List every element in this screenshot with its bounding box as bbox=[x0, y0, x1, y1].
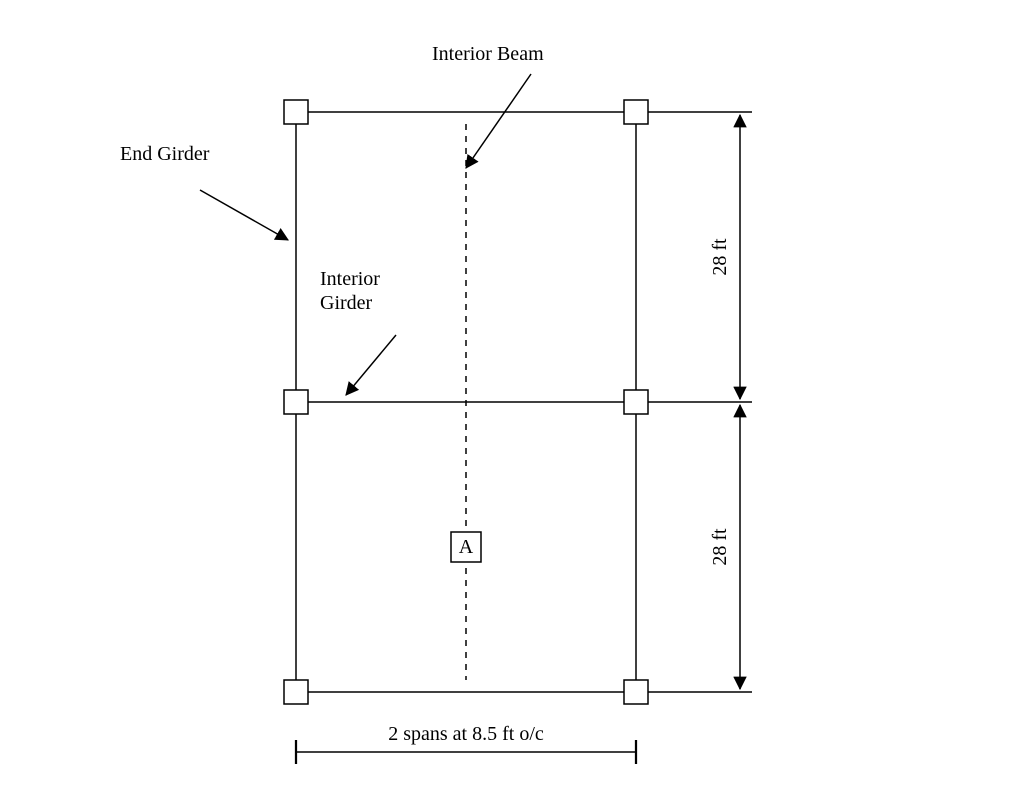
interior-girder-label-line2: Girder bbox=[320, 292, 373, 314]
detail-box-a: A bbox=[451, 532, 481, 562]
callout-end-girder: End Girder bbox=[120, 143, 288, 240]
column bbox=[284, 390, 308, 414]
column bbox=[624, 100, 648, 124]
dimension-bottom: 2 spans at 8.5 ft o/c bbox=[296, 723, 636, 752]
column bbox=[624, 680, 648, 704]
detail-box-label: A bbox=[459, 536, 474, 558]
structural-plan-diagram: A Interior Beam End Girder Interior Gird… bbox=[0, 0, 1024, 811]
dimension-bottom-label: 2 spans at 8.5 ft o/c bbox=[388, 723, 544, 745]
dimension-upper-label: 28 ft bbox=[709, 238, 731, 276]
interior-beam-label: Interior Beam bbox=[432, 43, 544, 65]
end-girder-label: End Girder bbox=[120, 143, 210, 165]
column bbox=[284, 680, 308, 704]
dimension-lower-label: 28 ft bbox=[709, 528, 731, 566]
column bbox=[624, 390, 648, 414]
dimension-right-upper: 28 ft 28 ft bbox=[648, 112, 752, 692]
interior-girder-label-line1: Interior bbox=[320, 268, 380, 290]
column bbox=[284, 100, 308, 124]
callout-interior-beam: Interior Beam bbox=[432, 43, 544, 168]
callout-interior-girder: Interior Girder bbox=[320, 268, 396, 395]
